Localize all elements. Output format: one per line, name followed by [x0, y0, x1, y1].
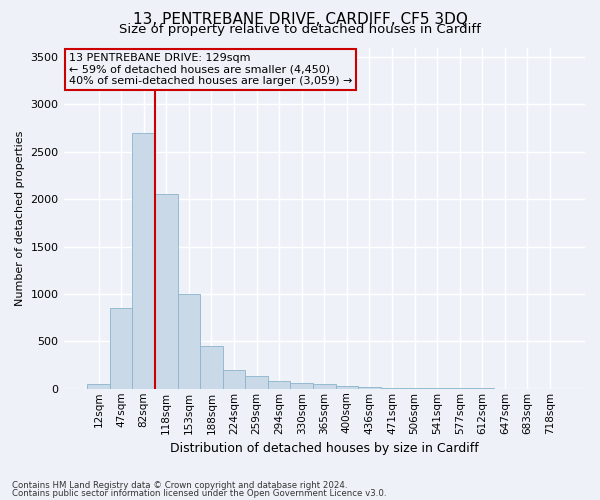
Text: Contains HM Land Registry data © Crown copyright and database right 2024.: Contains HM Land Registry data © Crown c…	[12, 480, 347, 490]
Bar	[381, 388, 403, 389]
Bar	[290, 383, 313, 389]
Text: Size of property relative to detached houses in Cardiff: Size of property relative to detached ho…	[119, 22, 481, 36]
Bar	[87, 384, 110, 389]
Bar	[358, 387, 381, 389]
Bar	[313, 384, 335, 389]
Bar	[155, 194, 178, 389]
Text: 13, PENTREBANE DRIVE, CARDIFF, CF5 3DQ: 13, PENTREBANE DRIVE, CARDIFF, CF5 3DQ	[133, 12, 467, 28]
Text: Contains public sector information licensed under the Open Government Licence v3: Contains public sector information licen…	[12, 489, 386, 498]
X-axis label: Distribution of detached houses by size in Cardiff: Distribution of detached houses by size …	[170, 442, 479, 455]
Bar	[200, 346, 223, 389]
Bar	[403, 388, 426, 389]
Bar	[133, 133, 155, 389]
Text: 13 PENTREBANE DRIVE: 129sqm
← 59% of detached houses are smaller (4,450)
40% of : 13 PENTREBANE DRIVE: 129sqm ← 59% of det…	[69, 52, 352, 86]
Bar	[223, 370, 245, 389]
Bar	[268, 381, 290, 389]
Bar	[335, 386, 358, 389]
Y-axis label: Number of detached properties: Number of detached properties	[15, 130, 25, 306]
Bar	[110, 308, 133, 389]
Bar	[245, 376, 268, 389]
Bar	[178, 294, 200, 389]
